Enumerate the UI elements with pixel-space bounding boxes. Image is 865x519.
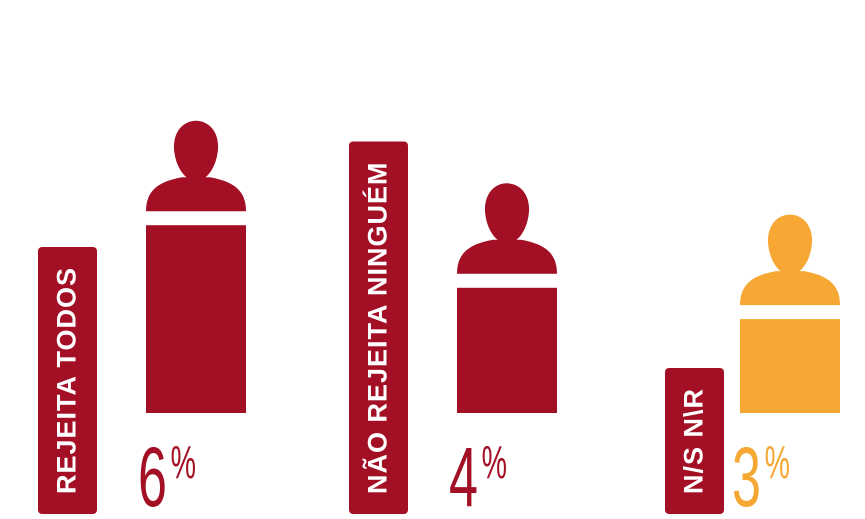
value-label: 4%	[449, 430, 507, 519]
category-box	[349, 141, 408, 514]
person-shoulders	[457, 239, 557, 274]
person-head	[767, 214, 813, 276]
category-label-group: N/S N\R	[665, 367, 724, 514]
person-head	[484, 183, 530, 244]
category-label-group: REJEITA TODOS	[38, 246, 97, 514]
category-label: REJEITA TODOS	[52, 267, 82, 494]
person-shoulders	[740, 271, 840, 306]
bar	[146, 225, 246, 413]
category-box	[38, 246, 97, 514]
category-label: N/S N\R	[679, 388, 709, 494]
bar	[740, 319, 840, 413]
person-shoulders	[146, 177, 246, 212]
category-label-group: NÃO REJEITA NINGUÉM	[349, 141, 408, 514]
bar	[457, 287, 557, 413]
value-label: 3%	[732, 430, 790, 519]
category-box	[665, 367, 724, 514]
value-label: 6%	[138, 430, 196, 519]
person-head	[173, 120, 219, 182]
category-label: NÃO REJEITA NINGUÉM	[362, 161, 393, 494]
